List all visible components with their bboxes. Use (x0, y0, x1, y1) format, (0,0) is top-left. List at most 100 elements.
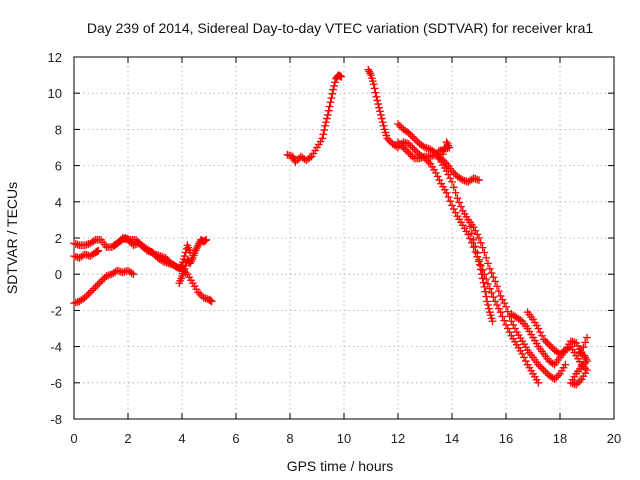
data-point (377, 111, 385, 119)
data-point (487, 289, 496, 297)
data-point (583, 333, 591, 342)
y-axis-label: SDTVAR / TECUs (4, 182, 20, 294)
data-point (477, 270, 486, 279)
x-tick-label: 0 (70, 431, 77, 446)
data-point (337, 73, 346, 81)
data-point (464, 230, 473, 239)
data-point (489, 293, 498, 301)
data-point (451, 188, 460, 197)
data-point (476, 238, 485, 247)
data-point (478, 243, 487, 252)
data-point (372, 92, 381, 101)
data-point (321, 121, 329, 130)
data-point (442, 138, 451, 146)
data-point (491, 277, 500, 286)
data-point (484, 259, 492, 268)
data-point (486, 311, 495, 320)
data-point (482, 292, 491, 301)
data-point (368, 77, 377, 85)
y-tick-label: 0 (55, 267, 62, 282)
y-tick-label: 10 (48, 86, 62, 101)
data-point (485, 264, 494, 273)
y-tick-label: 4 (55, 195, 62, 210)
data-point (498, 312, 507, 321)
data-point (500, 316, 509, 325)
data-point (369, 80, 378, 88)
data-point (482, 254, 491, 262)
data-point (478, 274, 487, 283)
data-point (94, 246, 103, 255)
x-tick-label: 12 (391, 431, 405, 446)
data-point (488, 317, 497, 326)
data-point (327, 94, 336, 102)
y-tick-label: -2 (50, 303, 62, 318)
data-point (453, 194, 462, 203)
data-point (455, 198, 464, 207)
data-point (330, 82, 338, 90)
series-segment-2 (70, 246, 103, 262)
series-segment-9 (394, 138, 483, 186)
data-point (322, 118, 330, 127)
data-point (561, 360, 570, 369)
data-point (442, 188, 451, 197)
data-point (440, 144, 449, 152)
data-point (319, 130, 328, 139)
data-point (448, 178, 456, 186)
series-segment-10 (464, 216, 497, 326)
data-point (464, 216, 473, 224)
data-point (466, 222, 474, 231)
x-tick-label: 16 (499, 431, 513, 446)
x-tick-label: 6 (232, 431, 239, 446)
data-point (377, 114, 386, 123)
data-point (481, 287, 490, 296)
series-segment-6 (283, 71, 346, 166)
x-tick-label: 2 (124, 431, 131, 446)
data-point (480, 283, 489, 291)
y-tick-label: -6 (50, 376, 62, 391)
data-point (487, 269, 496, 277)
data-point (379, 121, 388, 130)
y-tick-label: 6 (55, 159, 62, 174)
data-point (494, 287, 503, 295)
grid (74, 57, 614, 419)
series-segment-11 (434, 138, 454, 165)
data-point (370, 84, 379, 93)
data-point (180, 264, 189, 273)
x-tick-label: 18 (553, 431, 567, 446)
data-point (487, 314, 496, 323)
data-point (325, 102, 334, 111)
series-segment-3 (70, 266, 138, 308)
data-point (375, 103, 383, 112)
data-point (371, 88, 380, 97)
data-point (479, 278, 488, 287)
data-point (476, 265, 485, 274)
data-point (581, 338, 590, 347)
x-tick-label: 14 (445, 431, 459, 446)
data-point (579, 343, 588, 352)
x-axis-label: GPS time / hours (287, 458, 394, 474)
data-point (323, 111, 332, 119)
data-point (475, 176, 483, 184)
data-point (378, 118, 387, 127)
data-point (489, 273, 498, 282)
data-point (129, 270, 138, 279)
data-point (471, 242, 480, 251)
x-tick-label: 8 (286, 431, 293, 446)
chart-title: Day 239 of 2014, Sidereal Day-to-day VTE… (87, 20, 593, 36)
series-segment-5 (175, 235, 211, 288)
data-point (329, 85, 338, 94)
data-point (467, 229, 476, 238)
data-point (575, 348, 583, 356)
data-point (320, 126, 329, 134)
data-point (484, 301, 492, 309)
data-point (444, 193, 453, 201)
y-tick-label: 2 (55, 231, 62, 246)
data-point (439, 150, 447, 158)
data-point (328, 89, 337, 98)
data-point (207, 297, 216, 306)
series-segment-13 (523, 308, 591, 389)
data-point (476, 260, 484, 269)
x-tick-labels: 0 2 4 6 8 10 12 14 16 18 20 (70, 431, 621, 446)
y-tick-label: 8 (55, 122, 62, 137)
